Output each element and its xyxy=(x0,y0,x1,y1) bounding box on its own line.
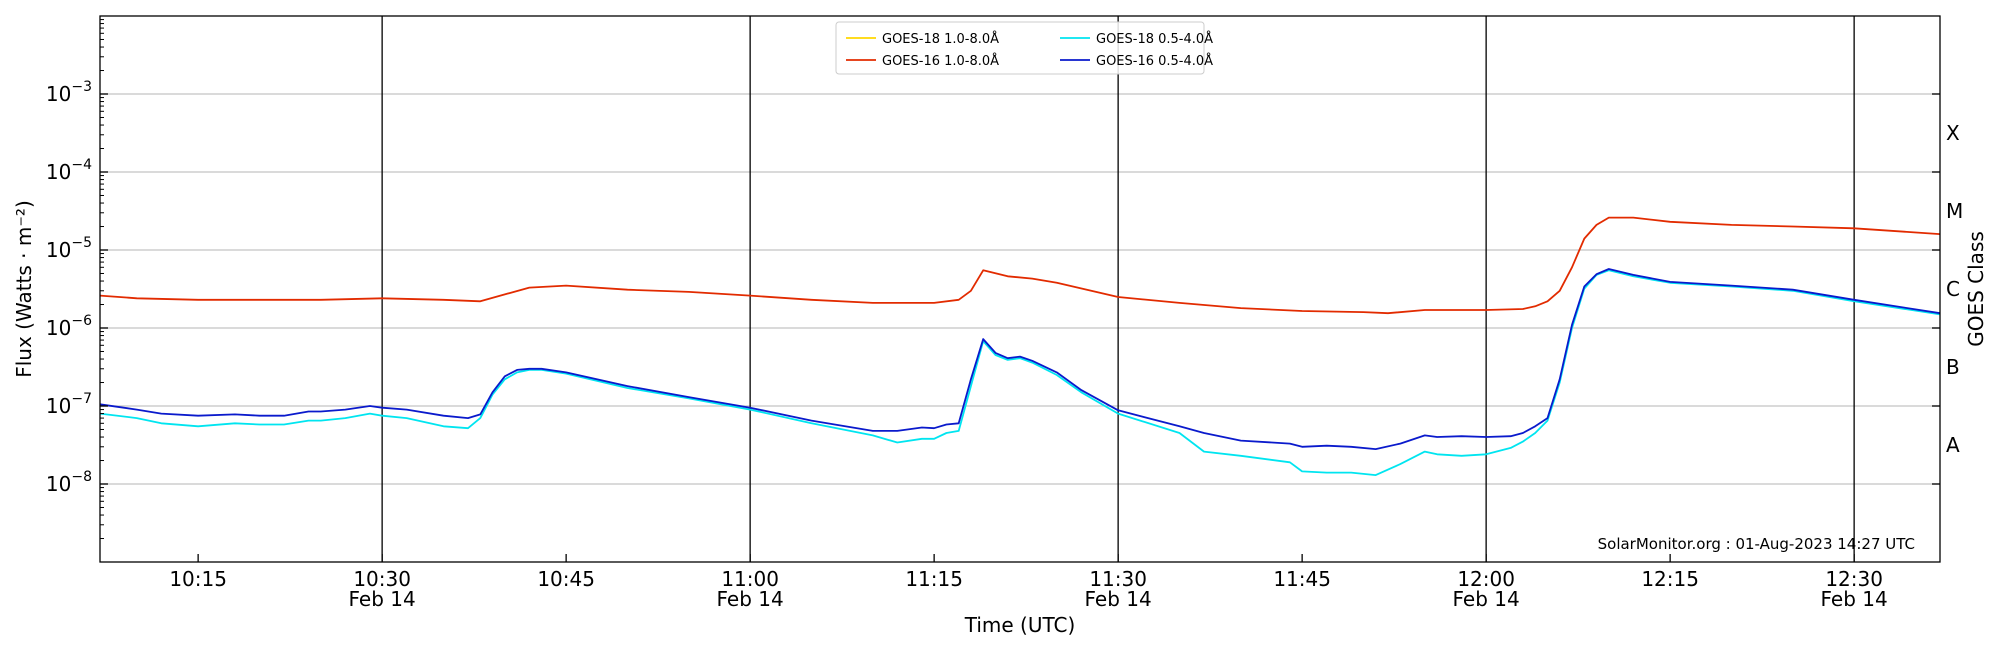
x-tick-label: 11:00 xyxy=(721,567,779,591)
y-tick-exponent: −6 xyxy=(71,313,92,329)
y-tick-exponent: −5 xyxy=(71,235,92,251)
x-axis-title: Time (UTC) xyxy=(964,613,1076,637)
legend: GOES-18 1.0-8.0Å GOES-18 0.5-4.0Å GOES-16 … xyxy=(835,21,1213,75)
axis-ticks xyxy=(100,19,1940,562)
legend-box xyxy=(835,21,1205,75)
x-tick-date-label: Feb 14 xyxy=(1085,587,1152,611)
y-tick-base: 10 xyxy=(46,472,71,496)
goes-class-C: C xyxy=(1946,277,1960,301)
y-tick-exponent: −4 xyxy=(71,157,92,173)
goes-class-labels: A B C M X xyxy=(1946,121,1963,457)
y-tick-label: 10−6 xyxy=(46,313,92,340)
goes-class-X: X xyxy=(1946,121,1960,145)
x-tick-label: 11:30 xyxy=(1089,567,1147,591)
y-tick-base: 10 xyxy=(46,394,71,418)
y-tick-base: 10 xyxy=(46,316,71,340)
series-lines xyxy=(99,216,1941,477)
y-tick-label: 10−8 xyxy=(46,469,92,496)
legend-label-2: GOES-16 1.0-8.0Å xyxy=(882,53,999,69)
y-tick-label: 10−5 xyxy=(46,235,92,262)
x-tick-label: 10:15 xyxy=(169,567,227,591)
y2-axis-title: GOES Class xyxy=(1964,231,1988,347)
y-tick-exponent: −3 xyxy=(71,79,92,95)
x-tick-date-label: Feb 14 xyxy=(1453,587,1520,611)
day-marker-lines xyxy=(381,16,1855,562)
goes-class-M: M xyxy=(1946,199,1963,223)
y-tick-label: 10−7 xyxy=(46,391,92,418)
plot-frame xyxy=(99,15,1941,563)
legend-label-1: GOES-18 0.5-4.0Å xyxy=(1096,31,1213,47)
y-tick-base: 10 xyxy=(46,160,71,184)
legend-label-0: GOES-18 1.0-8.0Å xyxy=(882,31,999,47)
y-axis-title: Flux (Watts · m⁻²) xyxy=(12,200,36,378)
y-tick-label: 10−4 xyxy=(46,157,92,184)
x-tick-label: 11:15 xyxy=(905,567,963,591)
x-tick-label: 12:30 xyxy=(1825,567,1883,591)
x-tick-label: 11:45 xyxy=(1273,567,1331,591)
x-tick-label: 12:00 xyxy=(1457,567,1515,591)
x-tick-label: 10:45 xyxy=(537,567,595,591)
series-line-1 xyxy=(99,216,1941,315)
legend-label-3: GOES-16 0.5-4.0Å xyxy=(1096,53,1213,69)
y-tick-exponent: −8 xyxy=(71,469,92,485)
goes-class-A: A xyxy=(1946,433,1960,457)
y-tick-labels: 10−810−710−610−510−410−3 xyxy=(46,79,92,496)
y-tick-base: 10 xyxy=(46,82,71,106)
grid-lines xyxy=(100,93,1940,485)
x-tick-label: 10:30 xyxy=(353,567,411,591)
y-tick-base: 10 xyxy=(46,238,71,262)
x-tick-date-label: Feb 14 xyxy=(1821,587,1888,611)
x-tick-label: 12:15 xyxy=(1641,567,1699,591)
series-line-2 xyxy=(99,269,1941,477)
y-tick-exponent: −7 xyxy=(71,391,92,407)
x-tick-date-label: Feb 14 xyxy=(349,587,416,611)
credit-text: SolarMonitor.org : 01-Aug-2023 14:27 UTC xyxy=(1598,535,1915,553)
y-tick-label: 10−3 xyxy=(46,79,92,106)
goes-class-B: B xyxy=(1946,355,1960,379)
series-line-3 xyxy=(99,268,1941,451)
x-tick-date-label: Feb 14 xyxy=(717,587,784,611)
